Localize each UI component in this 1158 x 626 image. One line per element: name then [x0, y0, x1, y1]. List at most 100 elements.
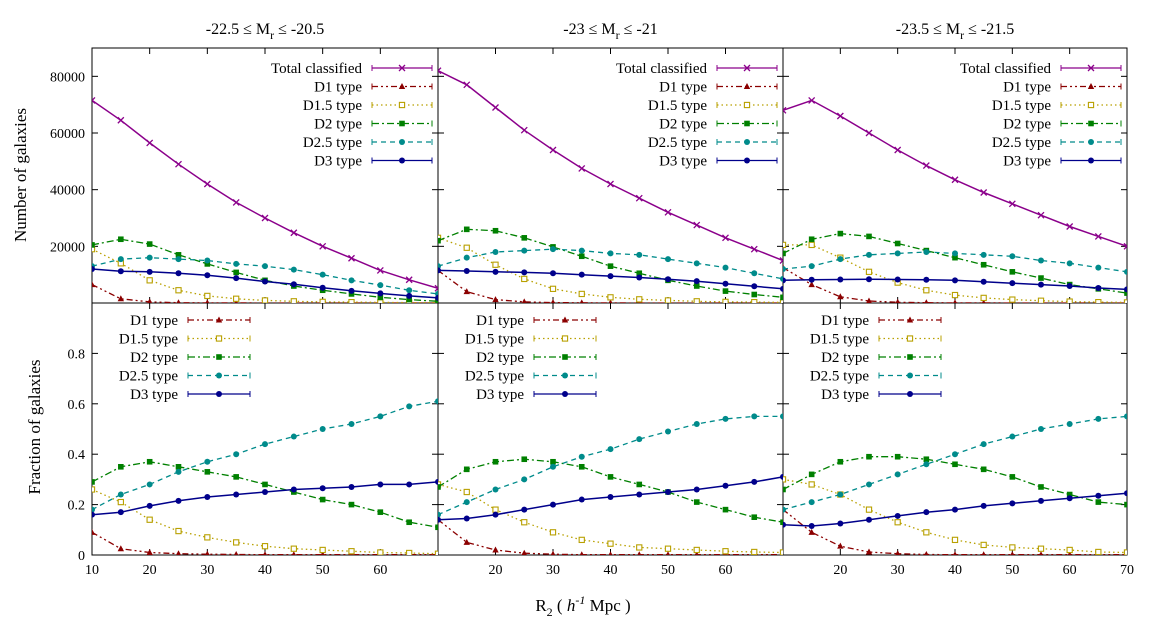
- data-point: [635, 194, 643, 202]
- data-point: [865, 268, 873, 275]
- data-point: [376, 266, 384, 274]
- data-point: [578, 271, 585, 278]
- x-tick-label: 30: [200, 563, 214, 578]
- data-point: [751, 548, 758, 555]
- legend-marker: [743, 101, 751, 109]
- x-tick-label: 50: [316, 563, 330, 578]
- data-point: [1009, 544, 1016, 551]
- x-label-sub: 2: [547, 605, 553, 619]
- data-point: [664, 208, 672, 216]
- data-point: [1123, 299, 1127, 303]
- data-point: [923, 509, 930, 516]
- x-label-exp: -1: [575, 593, 585, 607]
- data-point: [377, 282, 384, 289]
- data-point: [261, 214, 269, 222]
- data-point: [751, 514, 758, 520]
- data-point: [319, 485, 326, 492]
- data-point: [923, 276, 930, 283]
- data-point: [952, 277, 958, 284]
- data-point: [1009, 474, 1016, 480]
- data-point: [1009, 280, 1016, 287]
- legend-label: D3 type: [314, 154, 362, 170]
- data-point: [980, 441, 987, 448]
- data-point: [578, 496, 585, 503]
- data-point: [1038, 551, 1044, 555]
- data-point: [865, 548, 873, 555]
- data-point: [607, 273, 614, 280]
- data-point: [607, 250, 614, 257]
- data-point: [578, 253, 585, 260]
- data-point: [117, 295, 125, 302]
- data-point: [1038, 497, 1044, 504]
- series-d25-fraction-panel-3: [783, 413, 1127, 513]
- data-point: [808, 471, 815, 478]
- data-point: [1095, 499, 1102, 505]
- data-point: [406, 519, 412, 526]
- data-point: [406, 403, 413, 410]
- data-point: [146, 516, 153, 523]
- series-d3-fraction-panel-3: [783, 490, 1127, 530]
- data-point: [953, 299, 957, 303]
- data-point: [117, 498, 124, 506]
- data-point: [1095, 492, 1102, 499]
- data-point: [438, 484, 441, 490]
- series-line: [92, 257, 438, 295]
- data-point: [751, 298, 758, 303]
- legend-marker: [399, 120, 405, 127]
- data-point: [434, 284, 438, 292]
- legend-label: D3 type: [821, 387, 869, 403]
- data-point: [637, 551, 642, 555]
- data-point: [175, 256, 182, 263]
- data-point: [1066, 546, 1073, 554]
- data-point: [435, 398, 438, 405]
- data-point: [693, 486, 700, 493]
- data-point: [262, 441, 268, 448]
- x-axis-label: R2 ( h-1 Mpc ): [535, 593, 630, 619]
- data-point: [232, 198, 240, 206]
- legend-marker: [399, 157, 405, 164]
- data-point: [783, 250, 786, 257]
- data-point: [290, 281, 297, 288]
- data-point: [146, 254, 153, 261]
- data-point: [550, 299, 556, 303]
- data-point: [319, 546, 326, 554]
- data-point: [952, 250, 958, 257]
- data-point: [894, 453, 901, 460]
- series-d3-fraction-panel-1: [92, 478, 438, 518]
- x-label-open: (: [553, 596, 567, 615]
- data-point: [1038, 281, 1044, 288]
- y-tick-label-top: 20000: [50, 240, 85, 255]
- data-point: [1123, 242, 1127, 250]
- data-point: [117, 116, 125, 124]
- data-point: [836, 112, 844, 120]
- data-point: [463, 538, 470, 545]
- panel-title-end: ≤ -20.5: [274, 21, 324, 38]
- legend-label: D1.5 type: [465, 332, 525, 348]
- data-point: [1123, 549, 1127, 555]
- legend-label: D2.5 type: [119, 369, 179, 385]
- data-point: [1038, 426, 1044, 432]
- data-point: [780, 413, 783, 420]
- data-point: [205, 299, 210, 303]
- data-point: [290, 266, 297, 273]
- data-point: [175, 468, 182, 475]
- panel-title-sub: r: [270, 28, 274, 42]
- data-point: [578, 290, 585, 298]
- data-point: [636, 251, 643, 258]
- data-point: [1010, 551, 1015, 555]
- data-point: [261, 543, 269, 550]
- data-point: [463, 244, 470, 251]
- data-point: [348, 420, 355, 427]
- legend-label: D1 type: [1003, 80, 1051, 96]
- legend-bottom-panel-3: D1 type D1.5 type D2 type D2.5 type D3 type: [810, 313, 942, 403]
- data-point: [980, 261, 987, 268]
- data-point: [290, 545, 297, 552]
- panel-title-main: -22.5 ≤ M: [206, 21, 270, 38]
- legend-marker: [562, 391, 568, 397]
- legend-marker: [906, 316, 914, 323]
- series-d2-fraction-panel-2: [438, 456, 783, 526]
- data-point: [1066, 420, 1073, 427]
- legend-label: D2 type: [314, 117, 362, 133]
- data-point: [117, 491, 124, 498]
- data-point: [118, 464, 124, 470]
